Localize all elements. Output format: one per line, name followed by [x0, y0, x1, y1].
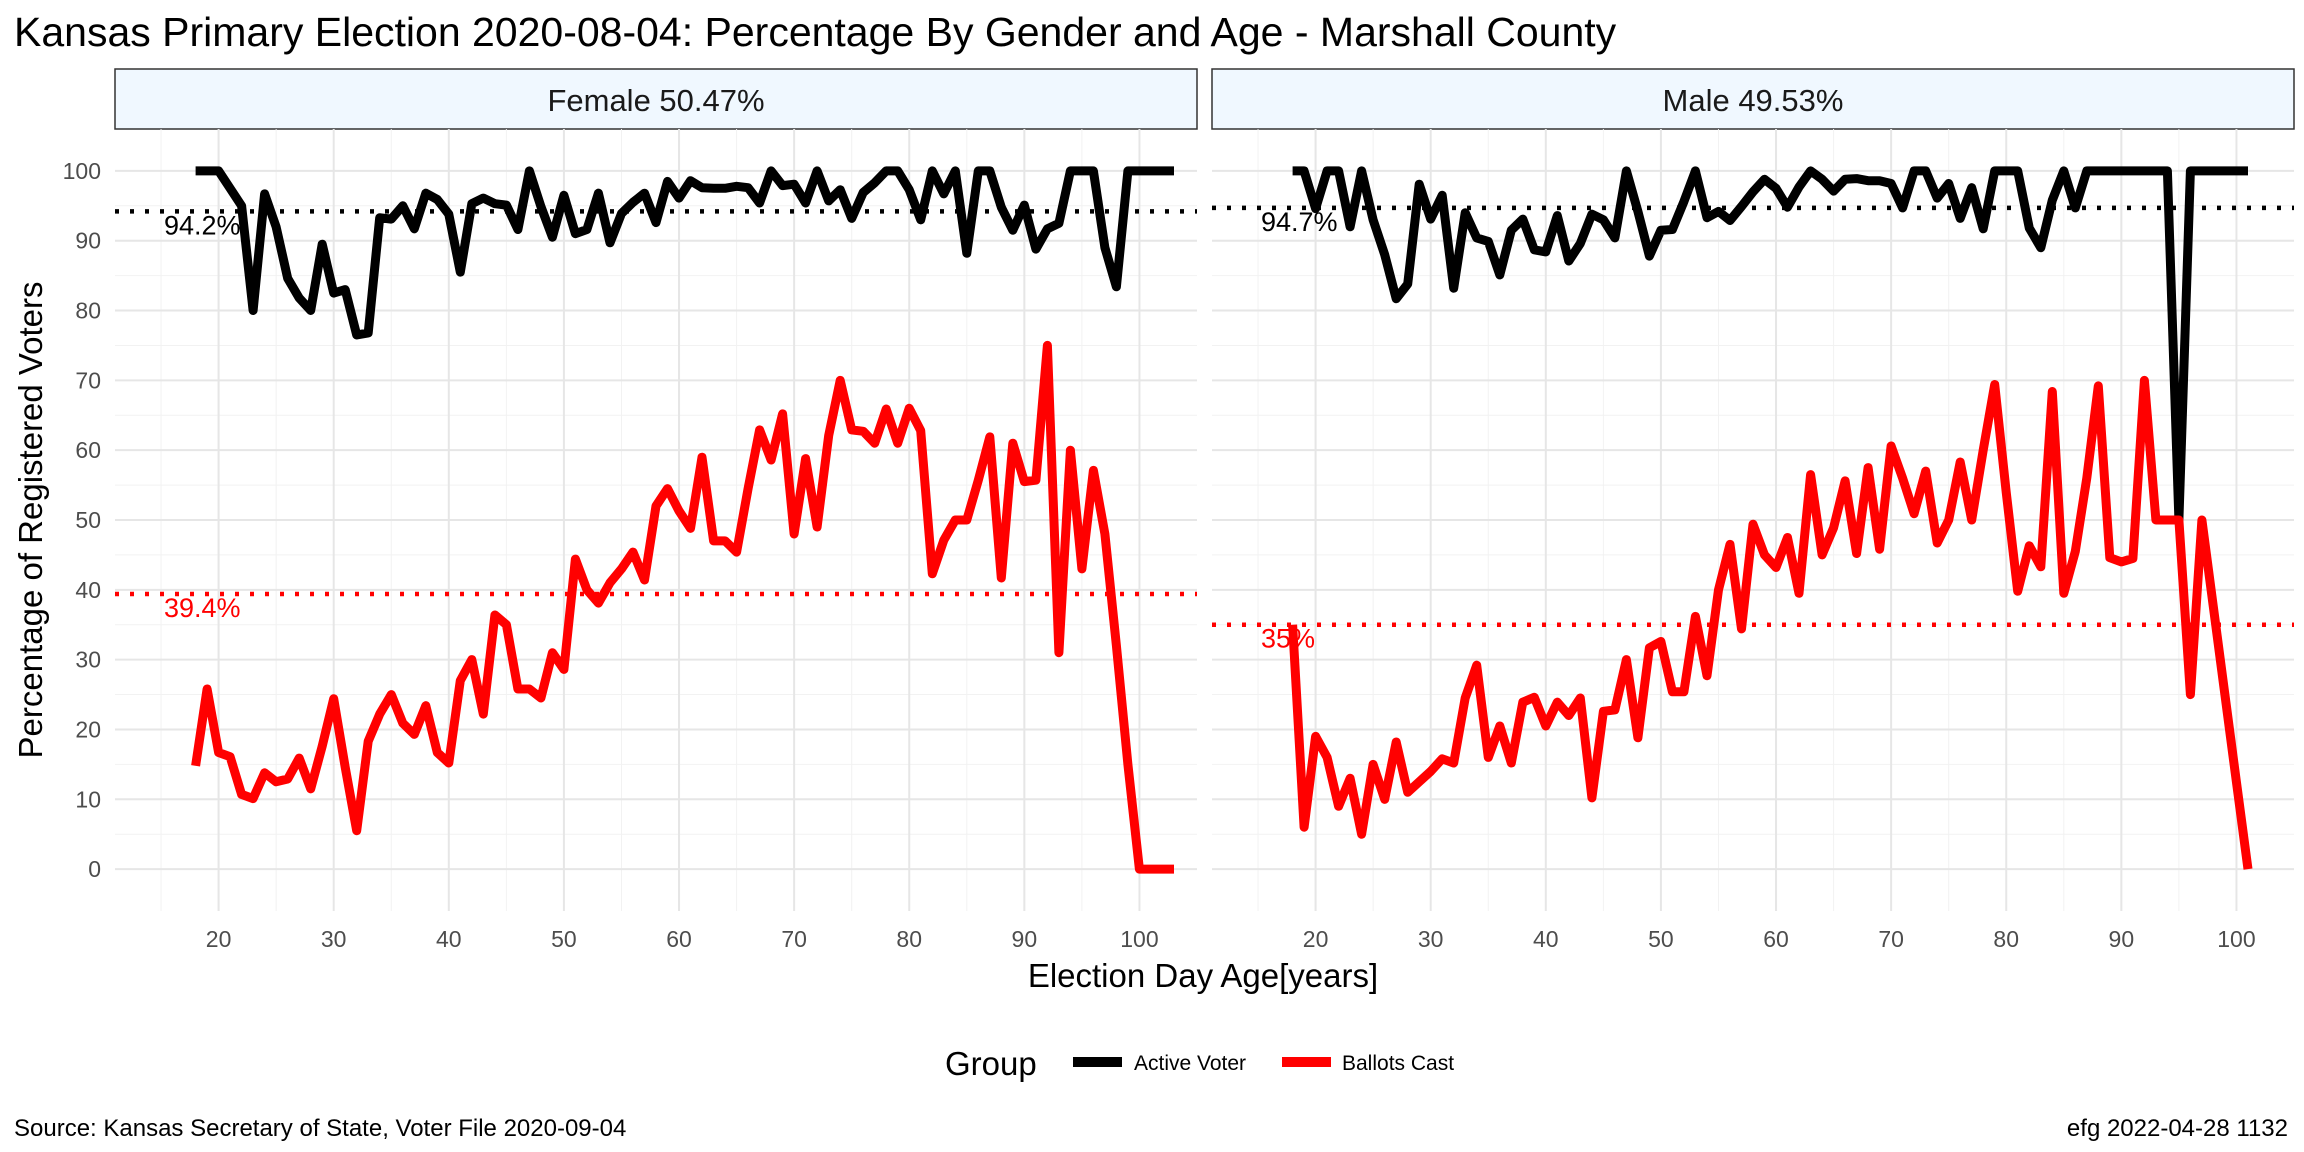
panel-1-x-tick-label: 90: [1012, 926, 1038, 952]
y-tick-label: 10: [75, 786, 101, 812]
panel-1-strip: [114, 68, 1198, 130]
panel-2-series-ballots-cast: [1288, 375, 2253, 870]
y-axis-label: Percentage of Registered Voters: [12, 282, 49, 759]
y-tick-label: 0: [88, 856, 101, 882]
panel-1-x-tick-label: 80: [896, 926, 922, 952]
source-note: Source: Kansas Secretary of State, Voter…: [14, 1115, 626, 1142]
legend-label-active-voter: Active Voter: [1134, 1052, 1246, 1075]
panel-2-x-tick-label: 40: [1533, 926, 1559, 952]
panel-2-x-tick-label: 80: [1993, 926, 2019, 952]
y-tick-label: 70: [75, 367, 101, 393]
y-tick-label: 20: [75, 716, 101, 742]
panel-1-x-tick-label: 60: [666, 926, 692, 952]
y-tick-label: 50: [75, 507, 101, 533]
chart-title: Kansas Primary Election 2020-08-04: Perc…: [14, 9, 1617, 55]
panel-1-strip-label: Female 50.47%: [547, 83, 764, 118]
legend-title: Group: [945, 1045, 1037, 1082]
panel-1-x-tick-label: 70: [781, 926, 807, 952]
x-axis-label: Election Day Age[years]: [1028, 957, 1378, 994]
panel-2-strip-label: Male 49.53%: [1663, 83, 1844, 118]
panel-2-x-tick-label: 70: [1878, 926, 1904, 952]
y-tick-label: 60: [75, 437, 101, 463]
timestamp-note: efg 2022-04-28 1132: [2067, 1115, 2288, 1142]
panel-2-strip: [1211, 68, 2295, 130]
panel-2-series-active-voter: [1292, 166, 2248, 525]
legend-label-ballots-cast: Ballots Cast: [1342, 1052, 1454, 1075]
panel-2: Male 49.53% 20 30 40 50 60 70 80 90 100 94.7% 35%: [1211, 68, 2295, 952]
legend: Group Active Voter Ballots Cast: [945, 1045, 1454, 1082]
facet-panels: Female 50.47% 20 30 40 50 60 70 80 90 100 0 10 20 30 4…: [63, 68, 2295, 952]
panel-1-reference-label: 94.2%: [164, 210, 241, 240]
panel-2-x-tick-label: 50: [1648, 926, 1674, 952]
y-tick-label: 90: [75, 228, 101, 254]
panel-2-x-tick-label: 100: [2217, 926, 2255, 952]
panel-2-x-tick-label: 90: [2109, 926, 2135, 952]
panel-1-series-ballots-cast: [191, 340, 1174, 874]
y-tick-label: 100: [63, 158, 101, 184]
panel-1-series-active-voter: [195, 166, 1174, 340]
y-tick-label: 40: [75, 577, 101, 603]
panel-1-x-tick-label: 20: [206, 926, 232, 952]
panel-1-x-tick-label: 100: [1120, 926, 1158, 952]
panel-1-x-tick-label: 40: [436, 926, 462, 952]
y-tick-label: 80: [75, 298, 101, 324]
panel-2-reference-label: 35%: [1261, 624, 1315, 654]
panel-1-reference-label: 39.4%: [164, 593, 241, 623]
panel-1-x-tick-label: 30: [321, 926, 347, 952]
panel-2-x-tick-label: 60: [1763, 926, 1789, 952]
panel-2-x-tick-label: 20: [1303, 926, 1329, 952]
panel-1-x-tick-label: 50: [551, 926, 577, 952]
panel-2-reference-label: 94.7%: [1261, 207, 1338, 237]
y-tick-label: 30: [75, 647, 101, 673]
panel-2-x-tick-label: 30: [1418, 926, 1444, 952]
panel-1: Female 50.47% 20 30 40 50 60 70 80 90 100 0 10 20 30 4…: [63, 68, 1198, 952]
